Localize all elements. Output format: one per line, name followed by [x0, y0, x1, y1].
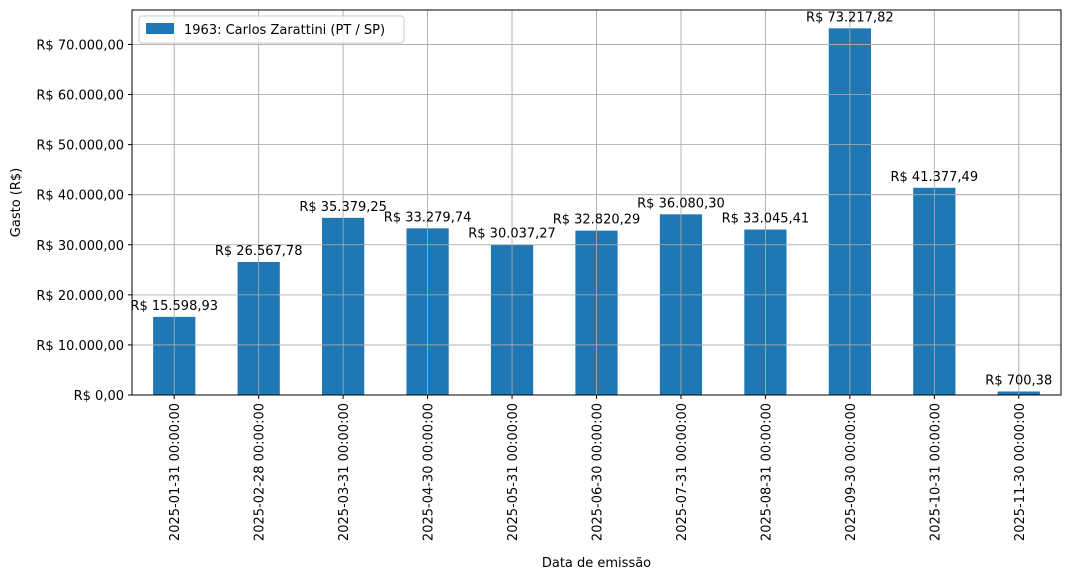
x-axis-ticks: 2025-01-31 00:00:00 2025-02-28 00:00:00 20… [168, 395, 1028, 541]
y-tick-label: R$ 20.000,00 [36, 289, 124, 304]
bar-value-label: R$ 700,38 [985, 373, 1052, 388]
legend-box [138, 15, 405, 44]
legend: 1963: Carlos Zarattini (PT / SP) [138, 15, 405, 44]
bar-value-label: R$ 35.379,25 [299, 200, 387, 215]
y-tick-label: R$ 40.000,00 [36, 189, 124, 204]
y-tick-label: R$ 70.000,00 [36, 38, 124, 53]
y-axis-title: Gasto (R$) [9, 168, 24, 237]
y-tick-label: R$ 10.000,00 [36, 339, 124, 354]
bar-value-label: R$ 26.567,78 [215, 244, 303, 259]
x-tick-label: 2025-04-30 00:00:00 [422, 403, 437, 541]
y-tick-label: R$ 30.000,00 [36, 239, 124, 254]
y-tick-label: R$ 50.000,00 [36, 139, 124, 154]
y-tick-label: R$ 60.000,00 [36, 89, 124, 104]
x-tick-label: 2025-08-31 00:00:00 [759, 403, 774, 541]
y-axis-ticks: R$ 0,00 R$ 10.000,00 R$ 20.000,00 R$ 30.000… [36, 38, 132, 404]
x-tick-label: 2025-05-31 00:00:00 [506, 403, 521, 541]
bar-value-label: R$ 33.279,74 [384, 210, 472, 225]
bar-value-labels: R$ 15.598,93R$ 26.567,78R$ 35.379,25R$ 3… [130, 10, 1052, 388]
y-tick-label: R$ 0,00 [74, 389, 124, 404]
x-tick-label: 2025-07-31 00:00:00 [675, 403, 690, 541]
bar-value-label: R$ 32.820,29 [553, 213, 641, 228]
bar-value-label: R$ 15.598,93 [130, 299, 218, 314]
x-tick-label: 2025-02-28 00:00:00 [253, 403, 268, 541]
x-tick-label: 2025-06-30 00:00:00 [591, 403, 606, 541]
legend-label: 1963: Carlos Zarattini (PT / SP) [184, 23, 385, 38]
bar-value-label: R$ 73.217,82 [806, 10, 894, 25]
x-axis-title: Data de emissão [542, 556, 651, 571]
bar-value-label: R$ 30.037,27 [468, 227, 556, 242]
x-tick-label: 2025-09-30 00:00:00 [844, 403, 859, 541]
x-tick-label: 2025-01-31 00:00:00 [168, 403, 183, 541]
x-tick-label: 2025-11-30 00:00:00 [1013, 403, 1028, 541]
bar-value-label: R$ 36.080,30 [637, 196, 725, 211]
x-tick-label: 2025-10-31 00:00:00 [928, 403, 943, 541]
legend-swatch [146, 23, 174, 34]
x-tick-label: 2025-03-31 00:00:00 [337, 403, 352, 541]
bar-value-label: R$ 41.377,49 [891, 170, 979, 185]
bar-value-label: R$ 33.045,41 [722, 212, 810, 227]
